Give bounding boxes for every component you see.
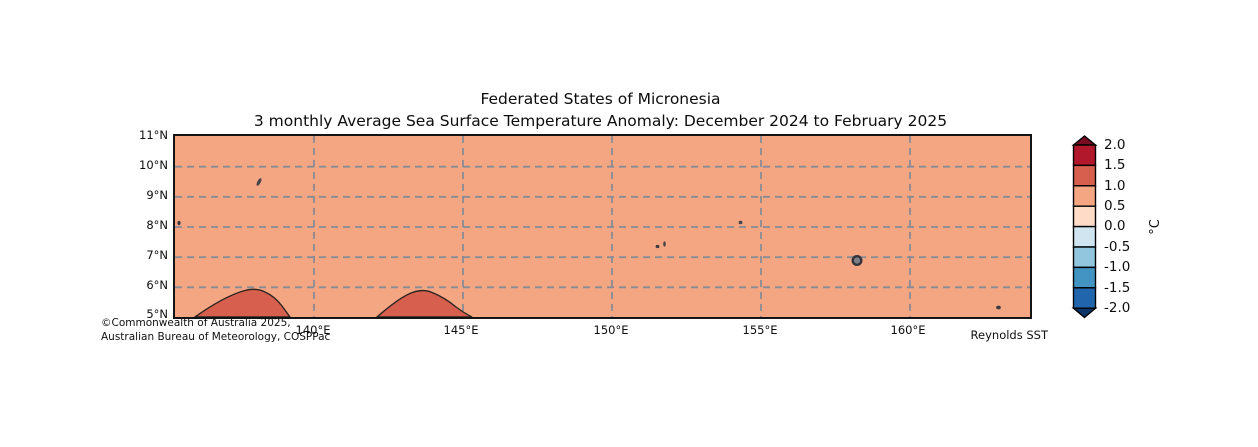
ytick-6n: 6°N [146, 278, 168, 292]
cbar-tick-1.0: 1.0 [1104, 178, 1126, 194]
graticule-gridlines [175, 136, 1030, 317]
colorbar-segment [1072, 287, 1097, 309]
ytick-11n: 11°N [139, 128, 168, 142]
map-plot-area [173, 134, 1032, 319]
colorbar-segment [1072, 185, 1097, 207]
colorbar-segment [1072, 164, 1097, 187]
sst-anomaly-field [175, 136, 1030, 317]
island-marker [177, 220, 181, 226]
ytick-10n: 10°N [139, 158, 168, 172]
ytick-9n: 9°N [146, 188, 168, 202]
cbar-tick-0.0: 0.0 [1104, 218, 1126, 234]
island-marker [851, 254, 863, 266]
xtick-160e: 160°E [890, 323, 926, 337]
colorbar-segment [1072, 225, 1097, 248]
xtick-155e: 155°E [742, 323, 778, 337]
colorbar [1071, 135, 1098, 319]
xtick-150e: 150°E [593, 323, 629, 337]
cbar-tick-0.5: 0.5 [1104, 198, 1126, 214]
colorbar-unit-label: °C [1148, 219, 1163, 235]
island-marker [655, 244, 660, 249]
colorbar-segment [1072, 246, 1097, 269]
data-source-label: Reynolds SST [970, 328, 1048, 342]
ytick-7n: 7°N [146, 248, 168, 262]
colorbar-segment [1072, 144, 1097, 167]
copyright-line-1: ©Commonwealth of Australia 2025, [101, 317, 291, 329]
cbar-tick--0.5: -0.5 [1104, 239, 1131, 255]
cbar-tick-2.0: 2.0 [1104, 137, 1126, 153]
ytick-8n: 8°N [146, 218, 168, 232]
cbar-tick--1.5: -1.5 [1104, 280, 1131, 296]
warm-anomaly-patch-west [193, 288, 291, 317]
island-marker [738, 220, 743, 225]
cbar-tick-1.5: 1.5 [1104, 157, 1126, 173]
colorbar-segment [1072, 205, 1097, 228]
cbar-tick--2.0: -2.0 [1104, 300, 1131, 316]
island-marker [256, 178, 262, 186]
xtick-140e: 140°E [295, 323, 331, 337]
colorbar-segment [1072, 266, 1097, 289]
chart-title: Federated States of Micronesia [480, 90, 721, 108]
colorbar-under-arrow [1071, 307, 1098, 319]
cbar-tick--1.0: -1.0 [1104, 259, 1131, 275]
chart-subtitle: 3 monthly Average Sea Surface Temperatur… [253, 112, 948, 130]
island-marker [996, 305, 1001, 310]
colorbar-over-arrow [1071, 135, 1098, 146]
copyright-line-2: Australian Bureau of Meteorology, COSPPa… [101, 331, 331, 343]
island-marker [663, 241, 666, 247]
warm-anomaly-patch-east [375, 289, 473, 317]
xtick-145e: 145°E [443, 323, 479, 337]
island-markers [177, 178, 1001, 310]
ytick-5n: 5°N [146, 307, 168, 321]
